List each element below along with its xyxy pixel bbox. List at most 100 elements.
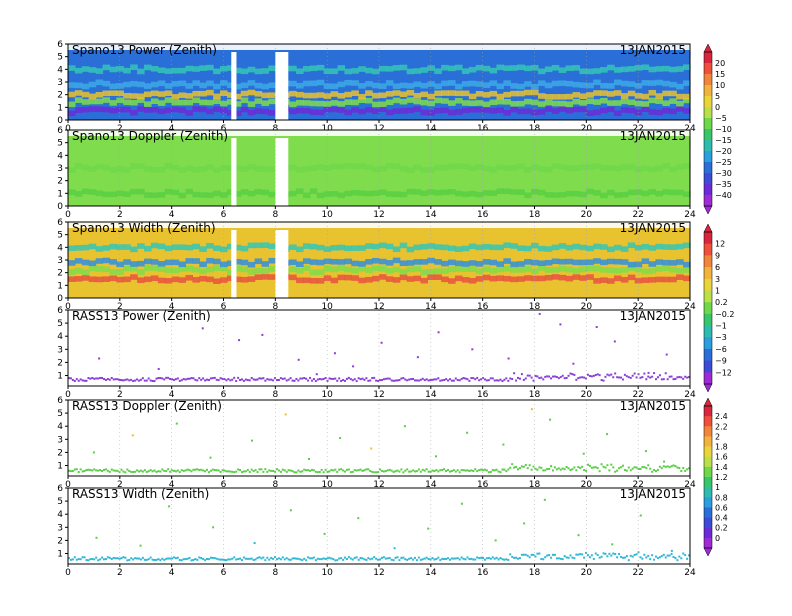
data-point [493, 379, 496, 382]
data-point [668, 554, 671, 557]
heatmap-cell [100, 231, 104, 237]
data-point [305, 377, 308, 380]
data-point [534, 467, 537, 470]
data-point [215, 378, 218, 381]
colorbar-label: 5 [715, 92, 720, 101]
heatmap-cell [226, 243, 235, 250]
heatmap-cell [379, 274, 387, 280]
data-point [186, 377, 189, 380]
data-point [283, 377, 286, 380]
heatmap-cell [190, 230, 193, 236]
data-point [611, 543, 614, 546]
heatmap-cell [565, 165, 574, 172]
heatmap-cell [455, 51, 460, 58]
heatmap-cell [413, 189, 422, 195]
heatmap-cell [399, 260, 408, 267]
data-point [270, 556, 273, 559]
heatmap-cell [420, 140, 428, 146]
heatmap-cell [233, 93, 242, 100]
data-point [460, 469, 463, 472]
heatmap-cell [537, 109, 546, 115]
data-point [126, 559, 129, 562]
data-point [503, 558, 506, 561]
data-point [361, 469, 364, 472]
x-tick-label: 20 [581, 390, 593, 400]
heatmap-cell [206, 164, 214, 171]
data-point [137, 557, 140, 560]
heatmap-cell [662, 244, 670, 250]
heatmap-cell [531, 65, 539, 71]
data-point [573, 557, 576, 560]
colorbar-segment [704, 302, 712, 315]
y-tick-label: 4 [57, 151, 63, 161]
heatmap-cell [123, 244, 131, 250]
y-tick-label: 2 [57, 269, 63, 279]
data-point [98, 357, 101, 360]
heatmap-cell [510, 90, 518, 97]
colorbar-label: 0 [715, 103, 720, 112]
heatmap-cell [468, 51, 473, 58]
data-point [293, 471, 296, 474]
heatmap-cell [351, 140, 359, 146]
data-point [489, 557, 492, 560]
colorbar-label: 10 [715, 81, 725, 90]
heatmap-cell [130, 229, 133, 235]
data-point [293, 379, 296, 382]
heatmap-cell [185, 65, 193, 72]
data-point [305, 559, 308, 562]
heatmap-cell [74, 245, 83, 251]
heatmap-cell [372, 68, 380, 75]
data-point [342, 378, 345, 381]
heatmap-cell [247, 242, 256, 249]
heatmap-cell [579, 244, 587, 251]
heatmap-cell [330, 258, 339, 265]
data-point [577, 534, 580, 537]
heatmap-cell [240, 166, 249, 172]
heatmap-cell [461, 81, 470, 87]
heatmap-cell [130, 141, 138, 147]
heatmap-cell [289, 190, 297, 197]
data-point [71, 378, 74, 381]
data-point [445, 558, 448, 561]
data-point [178, 379, 181, 382]
data-point [662, 553, 665, 556]
data-point [379, 558, 381, 561]
data-point [169, 557, 172, 560]
data-point [621, 556, 624, 559]
x-tick-label: 0 [65, 390, 71, 400]
data-point [462, 469, 465, 472]
heatmap-cell [372, 265, 380, 272]
colorbar-segment [704, 348, 712, 362]
data-point [639, 376, 642, 379]
heatmap-cell [517, 163, 525, 169]
data-point [429, 379, 432, 382]
heatmap-cell [579, 93, 587, 100]
data-point [412, 377, 415, 380]
heatmap-cell [441, 90, 449, 96]
heatmap-cell [620, 140, 629, 146]
heatmap-cell [116, 83, 124, 89]
data-point [563, 555, 566, 558]
heatmap-cell [579, 82, 587, 88]
data-point [182, 469, 185, 472]
heatmap-cell [316, 139, 325, 146]
data-point [314, 470, 317, 473]
heatmap-cell [330, 266, 339, 273]
heatmap-cell [116, 228, 119, 235]
heatmap-cell [81, 227, 85, 234]
heatmap-cell [220, 80, 228, 86]
data-point [474, 378, 477, 381]
heatmap-cell [365, 107, 373, 113]
heatmap-cell [296, 141, 304, 147]
heatmap-cell [323, 101, 332, 107]
heatmap-cell [68, 276, 76, 282]
heatmap-cell [579, 68, 587, 75]
heatmap-cell [648, 245, 657, 251]
data-point [620, 466, 623, 469]
x-tick-label: 10 [321, 480, 333, 490]
data-point [474, 468, 477, 471]
data-point [384, 377, 387, 380]
data-point [532, 379, 535, 382]
data-point [476, 470, 479, 473]
x-tick-label: 22 [632, 568, 643, 578]
